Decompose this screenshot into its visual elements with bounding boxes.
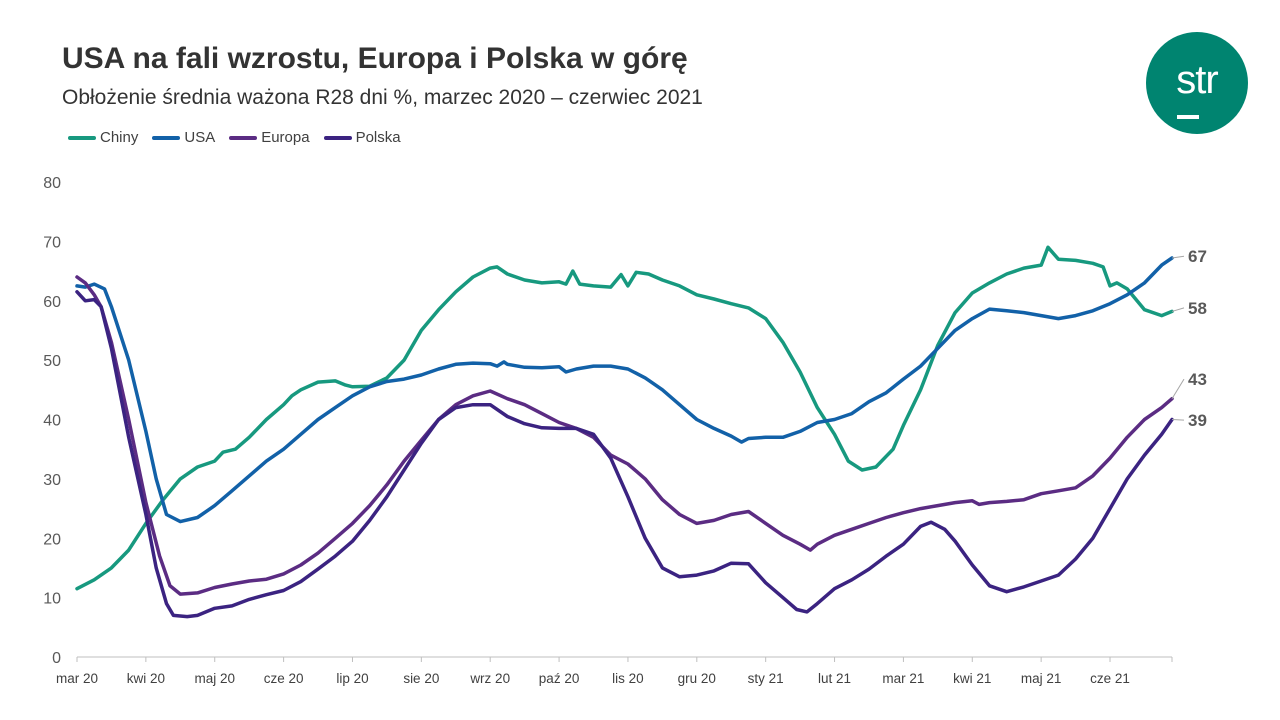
x-tick-label: sty 21 xyxy=(748,671,784,686)
y-tick-label: 0 xyxy=(52,650,61,667)
end-label-chiny: 58 xyxy=(1188,299,1207,318)
x-tick-label: lis 20 xyxy=(612,671,644,686)
end-label-usa: 67 xyxy=(1188,247,1207,266)
end-label-leader-chiny xyxy=(1171,307,1185,312)
legend-label-polska: Polska xyxy=(355,129,401,146)
x-tick-label: cze 20 xyxy=(264,671,304,686)
str-logo: str xyxy=(1146,32,1248,134)
x-tick-label: mar 21 xyxy=(882,671,924,686)
y-tick-label: 20 xyxy=(43,531,61,548)
legend-label-europa: Europa xyxy=(261,129,310,146)
x-tick-label: lip 20 xyxy=(336,671,368,686)
end-label-polska: 39 xyxy=(1188,411,1207,430)
series-line-chiny xyxy=(75,245,1174,591)
legend-item-europa: Europa xyxy=(229,129,310,146)
x-tick-label: cze 21 xyxy=(1090,671,1130,686)
chart-title: USA na fali wzrostu, Europa i Polska w g… xyxy=(62,42,688,75)
x-tick-label: maj 20 xyxy=(194,671,235,686)
x-tick-label: gru 20 xyxy=(678,671,716,686)
legend-label-usa: USA xyxy=(184,129,216,146)
series-line-europa xyxy=(75,275,1174,596)
y-tick-label: 70 xyxy=(43,234,61,251)
chart-legend: Chiny USA Europa Polska xyxy=(68,129,401,146)
y-tick-label: 80 xyxy=(43,175,61,192)
y-tick-label: 10 xyxy=(43,591,61,608)
y-tick-label: 40 xyxy=(43,413,61,430)
y-tick-label: 50 xyxy=(43,353,61,370)
x-tick-label: maj 21 xyxy=(1021,671,1062,686)
legend-swatch-europa xyxy=(229,135,258,140)
x-tick-label: kwi 20 xyxy=(127,671,165,686)
legend-swatch-polska xyxy=(323,135,352,140)
end-label-leader-polska xyxy=(1171,419,1185,421)
str-logo-text: str xyxy=(1176,58,1218,102)
x-tick-label: wrz 20 xyxy=(469,671,510,686)
end-label-leader-usa xyxy=(1171,255,1185,259)
end-label-europa: 43 xyxy=(1188,370,1207,389)
legend-item-polska: Polska xyxy=(323,129,401,146)
x-tick-label: paź 20 xyxy=(539,671,580,686)
legend-label-chiny: Chiny xyxy=(100,129,139,146)
legend-item-usa: USA xyxy=(152,129,215,146)
legend-item-chiny: Chiny xyxy=(68,129,138,146)
series-line-usa xyxy=(75,256,1174,524)
legend-swatch-usa xyxy=(152,135,181,140)
x-tick-label: lut 21 xyxy=(818,671,851,686)
y-tick-label: 60 xyxy=(43,294,61,311)
end-label-leader-europa xyxy=(1171,378,1185,399)
y-tick-label: 30 xyxy=(43,472,61,489)
x-tick-label: sie 20 xyxy=(403,671,439,686)
x-tick-label: mar 20 xyxy=(56,671,98,686)
x-tick-label: kwi 21 xyxy=(953,671,991,686)
chart-subtitle: Obłożenie średnia ważona R28 dni %, marz… xyxy=(62,86,703,109)
str-logo-underline xyxy=(1177,115,1199,119)
legend-swatch-chiny xyxy=(68,135,96,140)
series-line-polska xyxy=(75,290,1174,619)
